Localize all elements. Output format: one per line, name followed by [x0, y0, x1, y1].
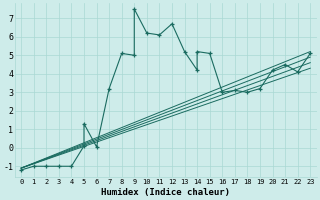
X-axis label: Humidex (Indice chaleur): Humidex (Indice chaleur) — [101, 188, 230, 197]
